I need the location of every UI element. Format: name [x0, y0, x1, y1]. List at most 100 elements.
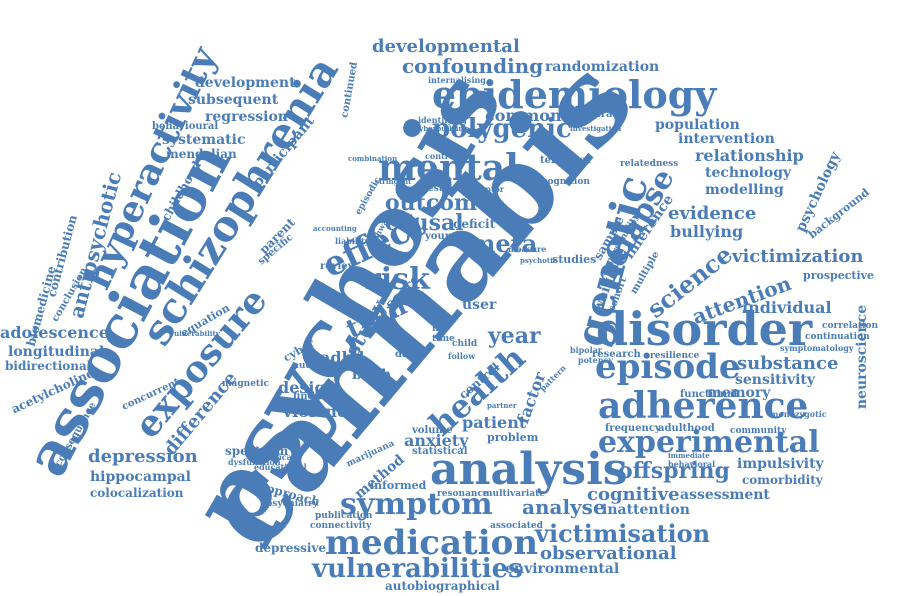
- word-data: data: [395, 349, 420, 360]
- word-outcome: outcome: [385, 190, 492, 216]
- word-accounting: accounting: [313, 224, 357, 233]
- word-behavioural: behavioural: [152, 121, 219, 132]
- word-combination: combination: [348, 154, 398, 163]
- word-review: review: [320, 261, 357, 272]
- word-vulnerability: vulnerability: [170, 329, 220, 338]
- word-impulsivity: impulsivity: [737, 456, 824, 472]
- word-systematic: systematic: [162, 132, 246, 148]
- word-measure: measure: [508, 244, 547, 254]
- word-epidemiology: epidemiology: [432, 72, 717, 117]
- word-medication: medication: [325, 523, 539, 563]
- word-prospective: prospective: [803, 269, 875, 282]
- word-identifying: identifying: [418, 115, 467, 125]
- word-regression: regression: [205, 109, 288, 125]
- word-symptomatology: symptomatology: [780, 343, 854, 353]
- word-cognition: cognition: [542, 177, 590, 187]
- word-confounding: confounding: [402, 54, 544, 78]
- word-publication: publication: [315, 511, 373, 521]
- word-adolescence: adolescence: [0, 323, 109, 342]
- word-stringent: stringent: [375, 177, 412, 186]
- word-meta: meta: [470, 229, 538, 258]
- word-behavioral: behavioral: [668, 459, 716, 469]
- word-birth: birth: [352, 367, 392, 383]
- word-population: population: [655, 117, 740, 133]
- word-causal: causal: [385, 210, 464, 236]
- word-controlling: controlling: [425, 151, 475, 161]
- word-longitudinal: longitudinal: [8, 344, 105, 360]
- word-individual: individual: [742, 298, 832, 317]
- word-informed: informed: [370, 479, 427, 492]
- word-young: young: [425, 231, 460, 242]
- word-community: community: [730, 426, 787, 436]
- word-patient: patient: [462, 413, 527, 432]
- word-comorbidity: comorbidity: [742, 473, 823, 487]
- word-finding: finding: [293, 391, 333, 402]
- word-subsequent: subsequent: [188, 92, 279, 108]
- word-follow: follow: [448, 351, 476, 361]
- word-polygenic: polygenic: [432, 114, 572, 144]
- word-development: development: [195, 75, 296, 91]
- word-receptor: receptor: [466, 184, 505, 194]
- word-sensitivity: sensitivity: [735, 372, 816, 388]
- word-depression: depression: [88, 446, 198, 467]
- word-volume: volume: [412, 425, 453, 436]
- word-research: research: [592, 349, 641, 360]
- word-colocalization: colocalization: [90, 486, 184, 500]
- word-significant: significant: [254, 452, 302, 462]
- word-structural: structural: [560, 109, 617, 120]
- word-internalising: internalising: [428, 75, 486, 85]
- word-developmental: developmental: [372, 36, 520, 57]
- word-violence: violence: [283, 402, 357, 421]
- word-user: user: [462, 297, 497, 313]
- word-mental: mental: [378, 147, 519, 189]
- word-liability: liability: [335, 236, 370, 246]
- word-memory: memory: [707, 385, 771, 401]
- word-bidirectional: bidirectional: [5, 359, 92, 373]
- word-educational: educational: [254, 462, 307, 472]
- word-monozygotic: monozygotic: [770, 409, 827, 419]
- word-randomization: randomization: [545, 59, 660, 75]
- word-technology: technology: [705, 165, 792, 181]
- word-bipolar: bipolar: [570, 345, 602, 355]
- word-offspring: offspring: [618, 458, 730, 484]
- word-substance: substance: [737, 353, 839, 374]
- word-episode: episode: [595, 347, 741, 387]
- word-temporal: temporal: [540, 155, 591, 166]
- word-cyberbullying: cyberbullying: [415, 124, 469, 133]
- word-time: time: [432, 334, 455, 344]
- word-associated: associated: [490, 521, 543, 531]
- word-relationship: relationship: [695, 146, 804, 165]
- word-year: year: [488, 323, 541, 349]
- word-potency: potency: [578, 355, 614, 365]
- word-estimate: estimate: [428, 184, 472, 194]
- word-autobiographical: autobiographical: [385, 579, 500, 593]
- word-experimental: experimental: [598, 425, 820, 460]
- word-observational: observational: [540, 543, 677, 564]
- word-environmental: environmental: [505, 561, 620, 577]
- word-resilience: resilience: [650, 351, 700, 361]
- word-multivariate: multivariate: [483, 489, 545, 499]
- word-partner: partner: [487, 401, 517, 410]
- word-investigation: investigation: [570, 124, 622, 133]
- word-statistical: statistical: [412, 446, 468, 457]
- word-vulnerabilities: vulnerabilities: [312, 554, 523, 584]
- word-continuation: continuation: [805, 332, 870, 342]
- word-adhd: adhd: [320, 348, 365, 367]
- word-problem: problem: [487, 431, 539, 444]
- word-psychotic: psychotic: [520, 256, 558, 265]
- word-analysis: analysis: [430, 444, 628, 495]
- word-analyse: analyse: [522, 495, 606, 519]
- word-cognitive: cognitive: [587, 484, 680, 505]
- word-child: child: [452, 339, 478, 349]
- word-anxiety: anxiety: [404, 431, 469, 450]
- word-dysfunction: dysfunction: [228, 457, 281, 467]
- word-deficit: deficit: [453, 217, 496, 231]
- word-relatedness: relatedness: [620, 159, 679, 169]
- word-frequency: frequency: [605, 423, 661, 434]
- word-psychiatry: psychiatry: [266, 499, 318, 509]
- word-mendelian: mendelian: [166, 147, 237, 161]
- word-magnetic: magnetic: [222, 379, 269, 389]
- word-bullying: bullying: [670, 222, 744, 241]
- word-hippocampal: hippocampal: [90, 469, 192, 485]
